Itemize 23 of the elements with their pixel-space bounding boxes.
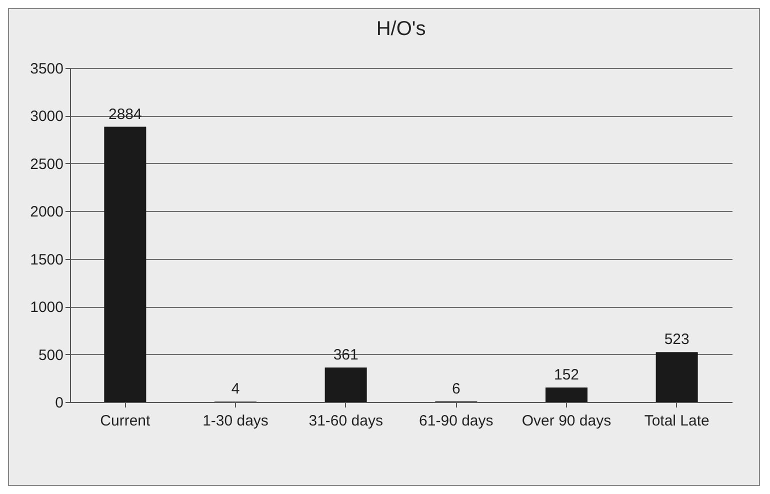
x-tick-label: Over 90 days: [522, 412, 612, 430]
data-label: 4: [231, 380, 240, 398]
y-tick-label: 3500: [30, 60, 64, 78]
y-tick-label: 3000: [30, 108, 64, 126]
data-label: 6: [452, 380, 460, 398]
y-tick-label: 2500: [30, 156, 64, 173]
x-tick-label: Total Late: [644, 412, 710, 430]
y-tick-label: 500: [38, 346, 64, 364]
x-tick-label: 31-60 days: [308, 412, 383, 430]
bar: [546, 387, 588, 402]
bar: [104, 126, 146, 402]
x-tick-label: 61-90 days: [419, 412, 494, 430]
y-tick-label: 1000: [30, 299, 64, 316]
y-tick-label: 1500: [30, 251, 64, 268]
data-label: 152: [554, 366, 580, 384]
y-tick-label: 0: [55, 394, 64, 412]
data-label: 523: [664, 331, 690, 348]
chart-title: H/O's: [376, 18, 426, 40]
bar: [324, 368, 367, 402]
bar: [656, 352, 698, 402]
y-tick-label: 2000: [30, 204, 64, 221]
x-tick-label: 1-30 days: [202, 412, 268, 430]
x-tick-label: Current: [100, 412, 151, 430]
